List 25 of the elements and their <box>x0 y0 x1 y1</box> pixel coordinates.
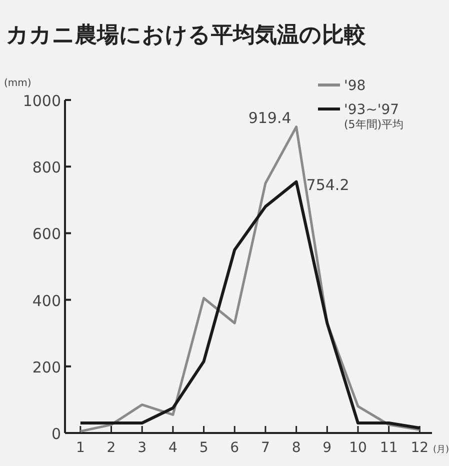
x-tick-label: 11 <box>380 440 398 456</box>
legend-label: '93~'97 (5年間)平均 <box>344 102 404 131</box>
x-tick-label: 7 <box>261 440 270 456</box>
y-tick-label: 800 <box>32 158 61 177</box>
chart-title: カカニ農場における平均気温の比較 <box>6 23 367 48</box>
x-tick-label: 12 <box>410 440 429 456</box>
x-tick-label: 5 <box>199 440 208 456</box>
x-tick-label: 4 <box>168 440 178 456</box>
y-tick-label: 200 <box>32 358 61 376</box>
x-tick-label: 8 <box>292 440 301 456</box>
y-axis-title: (mm) <box>4 78 32 89</box>
y-tick-label: 0 <box>51 425 61 443</box>
x-axis-title: (月) <box>433 445 449 455</box>
annotation: 919.4 <box>248 108 292 127</box>
x-tick-label: 1 <box>76 440 85 456</box>
annotation: 754.2 <box>306 176 350 194</box>
y-tick-label: 1000 <box>22 92 61 110</box>
y-tick-label: 400 <box>32 292 61 310</box>
x-tick-label: 2 <box>106 440 116 456</box>
x-tick-label: 3 <box>138 440 147 456</box>
x-tick-label: 10 <box>349 440 367 456</box>
y-tick-label: 600 <box>32 225 61 244</box>
legend-label: '98 <box>344 78 366 94</box>
x-tick-label: 6 <box>230 440 240 456</box>
x-tick-label: 9 <box>322 440 332 456</box>
